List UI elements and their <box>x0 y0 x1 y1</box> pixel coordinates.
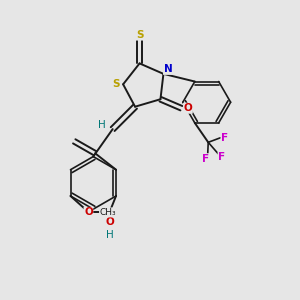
Text: S: S <box>136 30 143 40</box>
Text: H: H <box>98 120 106 130</box>
Text: H: H <box>106 230 114 240</box>
Text: O: O <box>106 217 114 227</box>
Text: N: N <box>164 64 172 74</box>
Text: F: F <box>202 154 209 164</box>
Text: F: F <box>218 152 225 162</box>
Text: S: S <box>112 79 119 89</box>
Text: O: O <box>84 207 93 218</box>
Text: F: F <box>221 133 228 143</box>
Text: O: O <box>184 103 192 113</box>
Text: CH₃: CH₃ <box>100 208 116 217</box>
